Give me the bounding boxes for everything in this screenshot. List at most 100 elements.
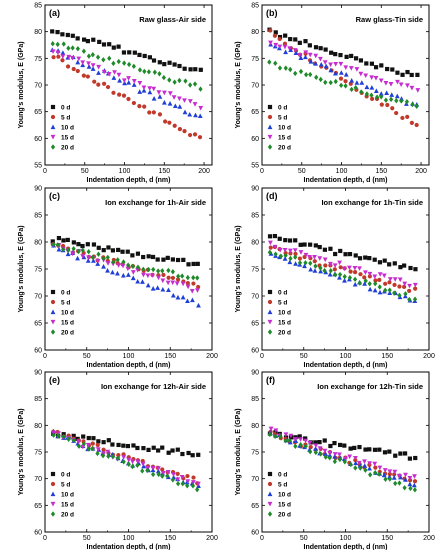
data-point xyxy=(313,243,318,248)
legend-label: 10 d xyxy=(278,125,291,132)
y-tick-label: 85 xyxy=(251,396,259,403)
data-point xyxy=(414,122,419,128)
data-point xyxy=(86,249,91,255)
data-point xyxy=(373,470,378,476)
data-point xyxy=(407,475,413,481)
data-point xyxy=(287,259,293,265)
data-point xyxy=(293,443,298,449)
data-point xyxy=(121,93,127,98)
data-point xyxy=(367,465,372,471)
x-tick-label: 50 xyxy=(300,353,308,360)
data-point xyxy=(348,269,353,274)
data-point xyxy=(111,259,116,265)
data-point xyxy=(117,92,122,97)
data-point xyxy=(146,69,151,75)
data-point xyxy=(338,52,343,58)
data-point xyxy=(130,253,135,258)
data-point xyxy=(130,263,136,270)
data-point xyxy=(337,456,343,463)
data-point xyxy=(267,59,272,65)
panel-title: Ion exchange for 12h-Air side xyxy=(101,382,206,391)
data-point xyxy=(196,302,201,308)
x-tick-label: 200 xyxy=(198,168,210,175)
data-point xyxy=(116,442,121,448)
data-point xyxy=(146,447,151,453)
data-point xyxy=(101,248,106,253)
data-point xyxy=(185,284,191,290)
x-tick-label: 200 xyxy=(206,353,218,360)
data-point xyxy=(140,279,145,284)
y-tick-label: 85 xyxy=(251,3,259,10)
data-point xyxy=(352,276,358,283)
data-point xyxy=(408,485,413,492)
data-point xyxy=(357,462,363,468)
data-point xyxy=(111,90,116,95)
data-point xyxy=(403,472,408,478)
data-point xyxy=(282,247,288,253)
data-point xyxy=(198,86,203,92)
data-point xyxy=(318,268,324,274)
data-point xyxy=(101,255,106,262)
data-point xyxy=(90,445,95,452)
data-point xyxy=(85,39,90,44)
data-point xyxy=(363,447,368,452)
data-point xyxy=(322,60,328,65)
x-axis-title: Indentation depth, d (nm) xyxy=(87,362,171,369)
data-point xyxy=(185,274,190,281)
data-point xyxy=(116,58,121,65)
data-point xyxy=(51,55,56,60)
data-point xyxy=(272,244,278,250)
data-point xyxy=(198,67,203,72)
data-point xyxy=(304,71,309,78)
data-point xyxy=(162,62,167,67)
data-point xyxy=(415,72,420,77)
data-point xyxy=(347,265,352,271)
data-point xyxy=(358,272,363,277)
data-point xyxy=(183,78,188,84)
data-point xyxy=(135,251,141,256)
data-point xyxy=(170,275,176,281)
data-point xyxy=(409,85,415,91)
data-point xyxy=(61,238,66,243)
data-point xyxy=(95,447,101,452)
data-point xyxy=(343,83,348,89)
data-point xyxy=(101,440,106,445)
data-point xyxy=(92,79,97,84)
data-point xyxy=(135,462,140,468)
data-point xyxy=(322,247,327,252)
data-point xyxy=(307,43,312,48)
x-tick-label: 0 xyxy=(260,353,264,360)
data-point xyxy=(323,79,328,86)
data-point xyxy=(186,262,191,267)
data-point xyxy=(156,90,162,95)
legend-label: 20 d xyxy=(61,145,74,152)
legend-label: 0 d xyxy=(61,105,70,112)
x-tick-label: 100 xyxy=(340,353,352,360)
data-point xyxy=(357,444,362,450)
y-axis-title: Young's modulus, E (GPa) xyxy=(18,225,25,312)
data-point xyxy=(51,241,56,248)
data-point xyxy=(66,54,72,60)
data-point xyxy=(323,454,328,460)
legend-marker xyxy=(50,134,56,140)
data-point xyxy=(385,102,390,108)
data-point xyxy=(55,242,60,248)
legend-label: 10 d xyxy=(61,125,74,132)
data-point xyxy=(268,28,273,33)
data-point xyxy=(303,50,309,55)
data-point xyxy=(407,296,412,303)
data-point xyxy=(353,460,359,466)
data-point xyxy=(363,73,369,79)
legend-marker xyxy=(50,329,56,335)
y-tick-label: 65 xyxy=(251,321,259,328)
y-tick-label: 80 xyxy=(34,29,42,36)
data-point xyxy=(341,266,347,272)
data-point xyxy=(298,250,304,255)
data-point xyxy=(76,443,82,449)
data-point xyxy=(373,278,378,283)
data-point xyxy=(322,257,328,263)
data-point xyxy=(195,481,201,487)
data-point xyxy=(333,52,338,57)
data-point xyxy=(308,260,313,267)
x-axis-title: Indentation depth, d (nm) xyxy=(304,362,388,369)
